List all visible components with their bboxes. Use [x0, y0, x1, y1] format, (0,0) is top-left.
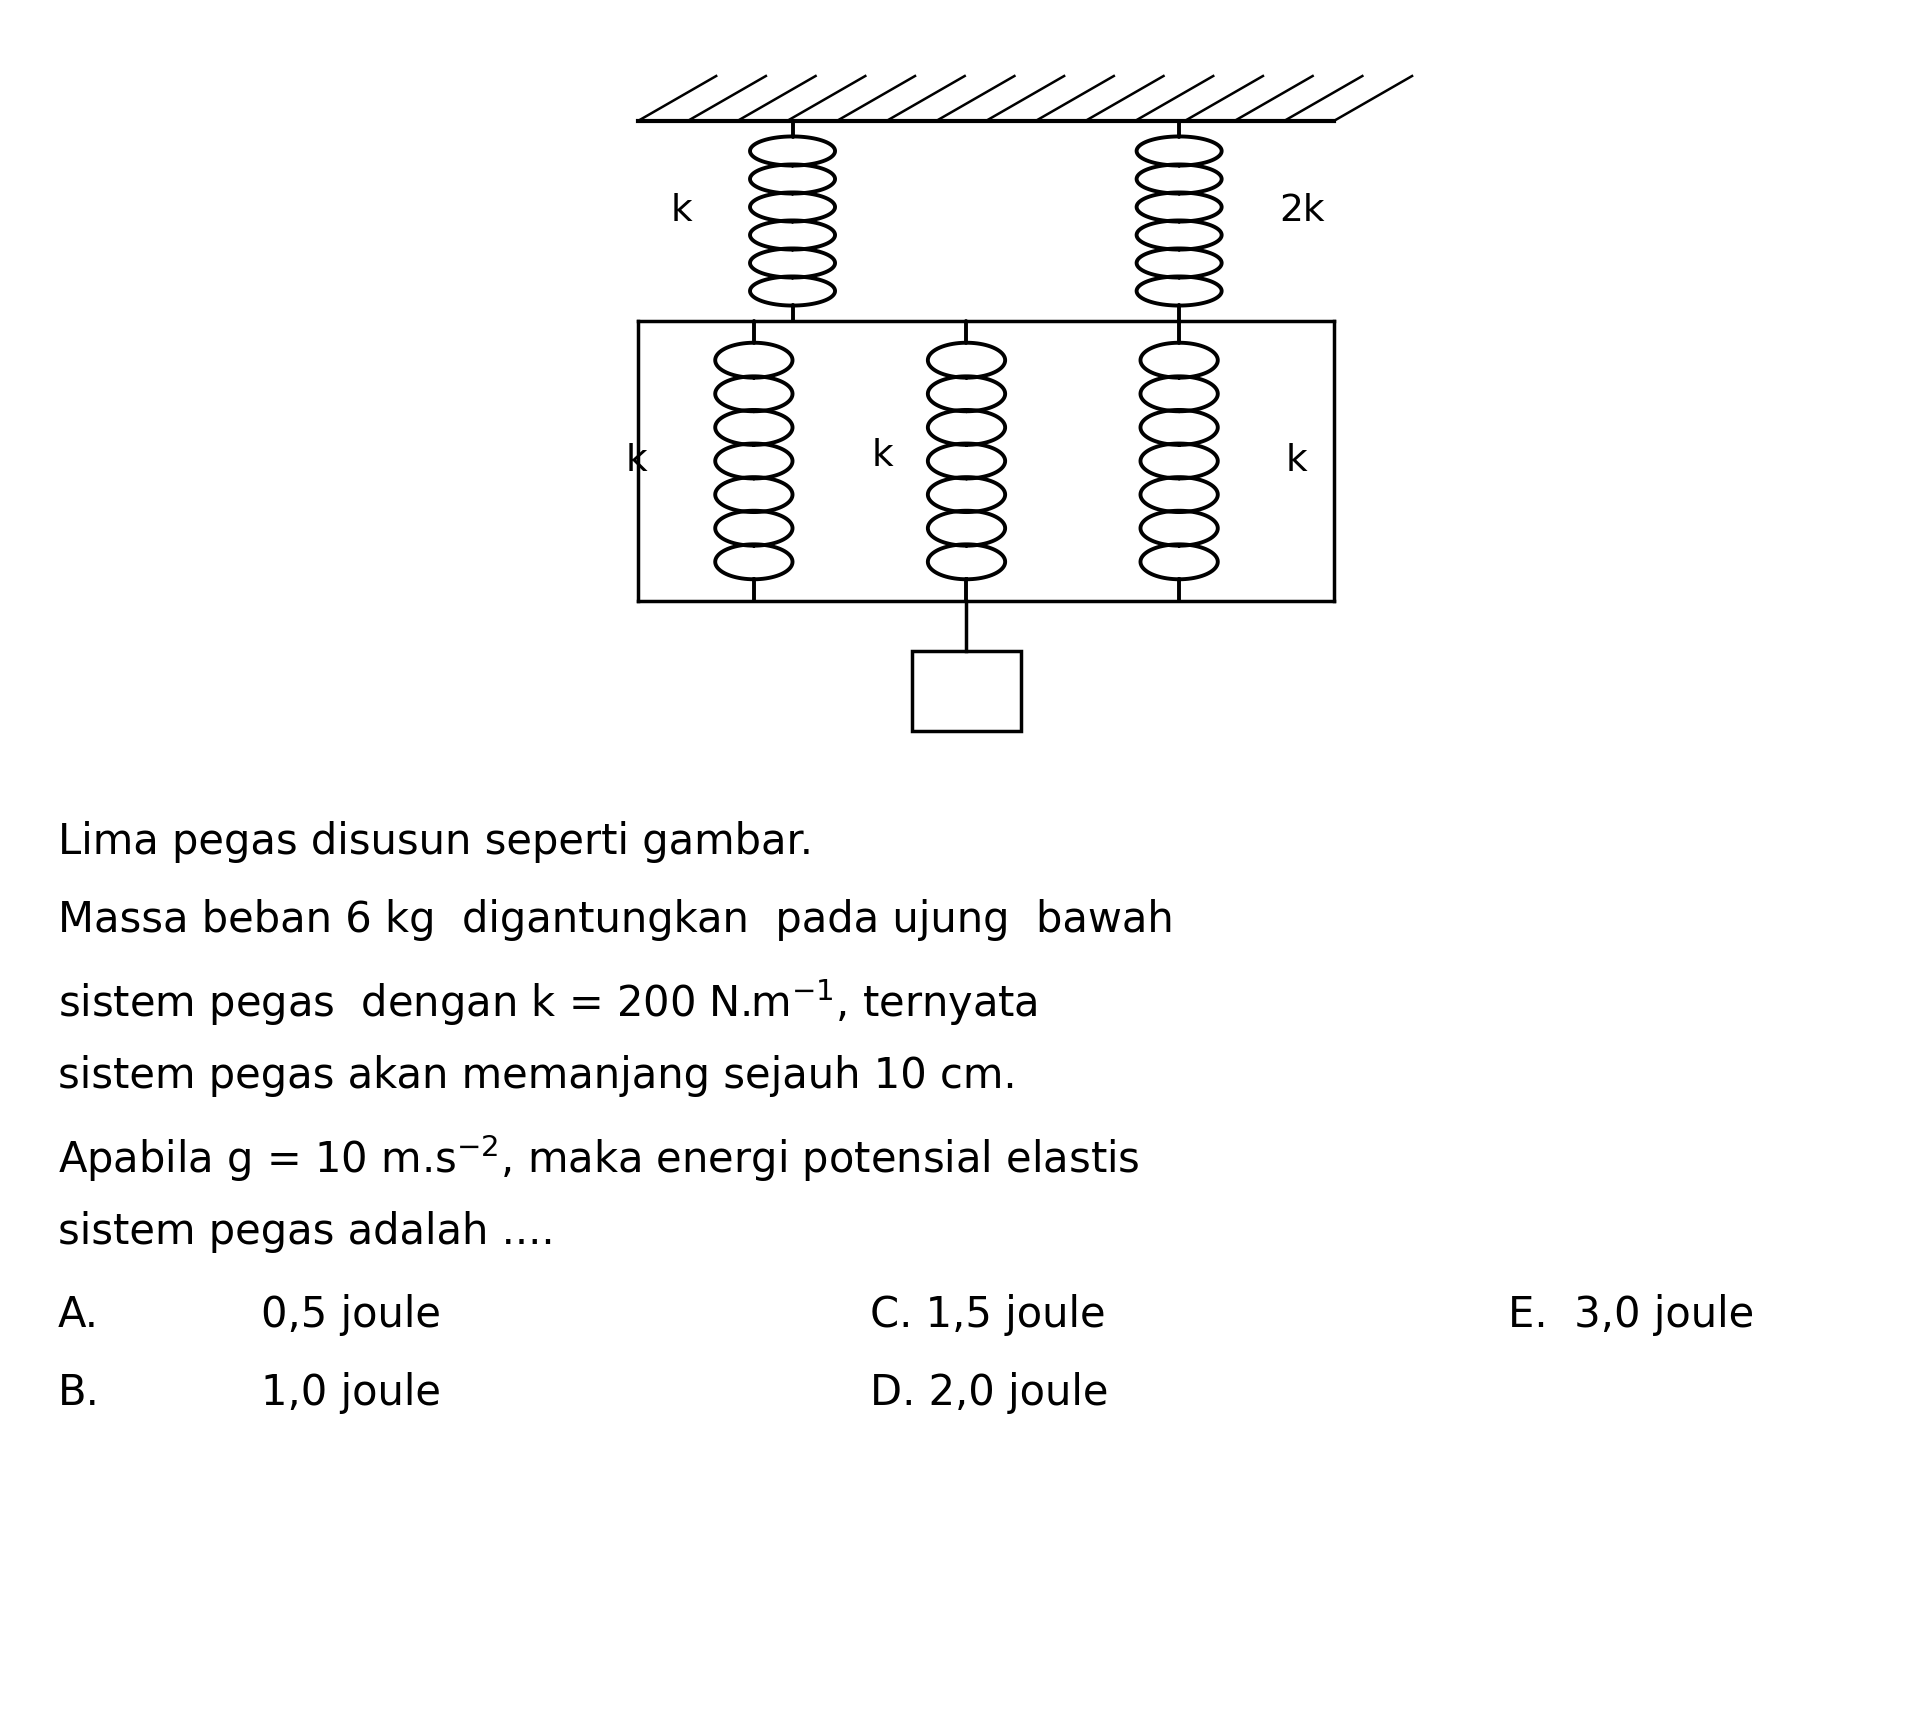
- Text: k: k: [626, 442, 647, 478]
- Text: 0,5 joule: 0,5 joule: [261, 1294, 440, 1335]
- Text: Massa beban 6 kg  digantungkan  pada ujung  bawah: Massa beban 6 kg digantungkan pada ujung…: [58, 898, 1173, 941]
- Text: E.  3,0 joule: E. 3,0 joule: [1507, 1294, 1752, 1335]
- Text: sistem pegas  dengan k = 200 N.m$^{-1}$, ternyata: sistem pegas dengan k = 200 N.m$^{-1}$, …: [58, 978, 1037, 1027]
- Text: D. 2,0 joule: D. 2,0 joule: [869, 1372, 1107, 1415]
- Text: k: k: [871, 439, 893, 473]
- Text: Apabila g = 10 m.s$^{-2}$, maka energi potensial elastis: Apabila g = 10 m.s$^{-2}$, maka energi p…: [58, 1132, 1140, 1184]
- Bar: [912, 651, 1020, 731]
- Text: A.: A.: [58, 1294, 99, 1335]
- Text: sistem pegas adalah ....: sistem pegas adalah ....: [58, 1212, 554, 1253]
- Text: 1,0 joule: 1,0 joule: [261, 1372, 440, 1415]
- Text: C. 1,5 joule: C. 1,5 joule: [869, 1294, 1105, 1335]
- Text: k: k: [670, 193, 692, 229]
- Text: sistem pegas akan memanjang sejauh 10 cm.: sistem pegas akan memanjang sejauh 10 cm…: [58, 1055, 1016, 1096]
- Text: Lima pegas disusun seperti gambar.: Lima pegas disusun seperti gambar.: [58, 821, 813, 862]
- Text: B.: B.: [58, 1372, 100, 1415]
- Text: 2k: 2k: [1279, 193, 1325, 229]
- Text: k: k: [1285, 442, 1306, 478]
